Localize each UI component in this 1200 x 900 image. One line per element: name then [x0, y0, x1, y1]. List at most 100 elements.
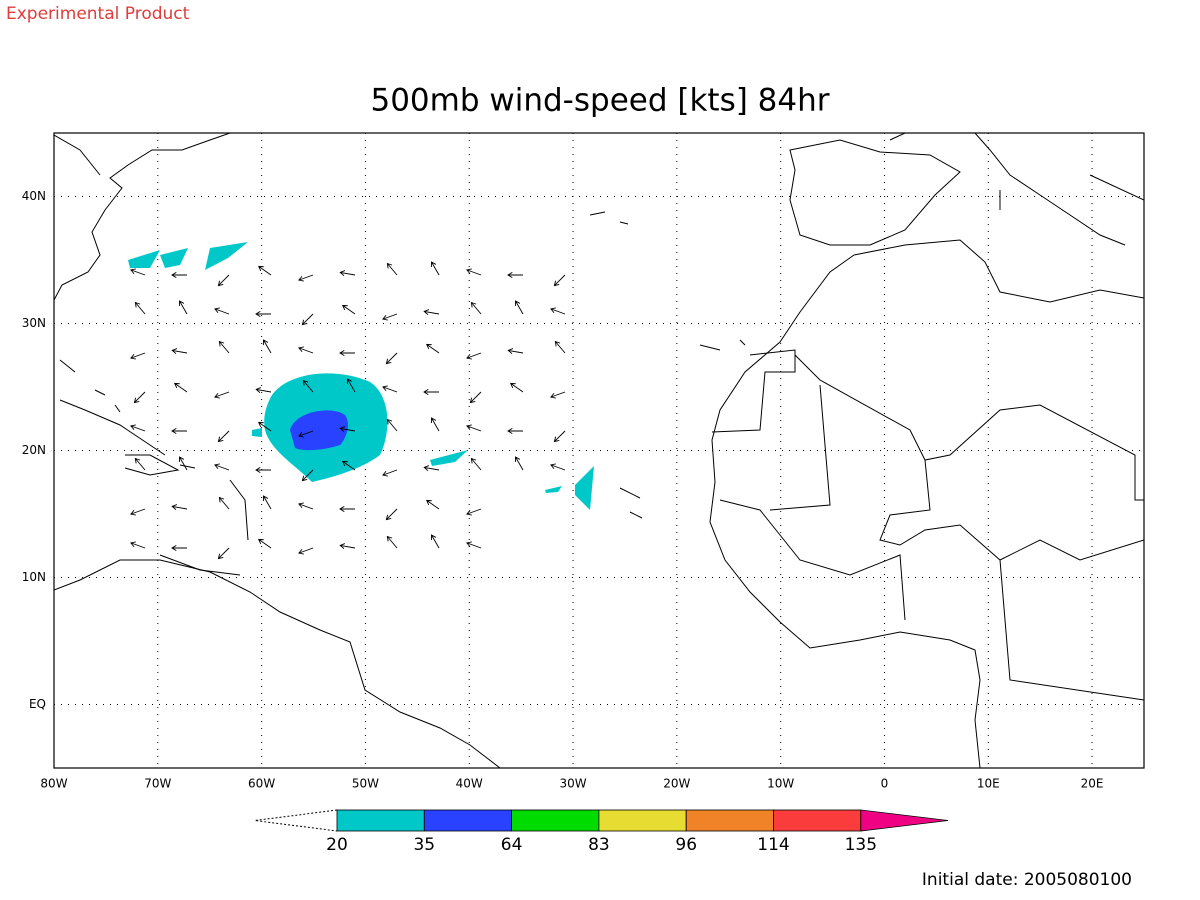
wind-arrow: [262, 495, 272, 510]
colorbar-segment: [336, 809, 425, 832]
coastlines: [54, 133, 1144, 768]
wind-arrow: [430, 534, 440, 549]
lon-tick-label: 50W: [352, 777, 379, 791]
lat-tick-label: 40N: [22, 189, 46, 203]
wind-arrow: [255, 467, 271, 473]
lon-tick-label: 80W: [40, 777, 67, 791]
wind-arrow: [430, 417, 440, 432]
colorbar-label: 64: [501, 835, 523, 855]
lat-tick-label: 30N: [22, 316, 46, 330]
wind-arrow: [553, 274, 566, 287]
wind-arrow: [298, 547, 314, 555]
wind-arrow: [339, 426, 356, 433]
wind-arrow: [298, 346, 314, 354]
colorbar-label: 83: [588, 835, 610, 855]
wind-arrow: [130, 508, 146, 516]
wind-arrow: [346, 378, 356, 393]
wind-arrow: [514, 300, 524, 315]
wind-arrow: [214, 463, 230, 471]
wind-vectors: [130, 261, 566, 560]
lon-tick-label: 0: [881, 777, 889, 791]
wind-arrow: [385, 508, 398, 521]
wind-arrow: [507, 348, 524, 355]
wind-arrow: [218, 496, 230, 510]
graticule: [54, 133, 1144, 768]
wind-arrow: [255, 387, 272, 394]
lon-tick-label: 40W: [456, 777, 483, 791]
axis-labels: 80W 70W 60W 50W 40W 30W 20W 10W 0 10E 20E EQ 10N 20N 3…: [22, 189, 1104, 791]
colorbar-segment: [511, 809, 600, 832]
wind-arrow: [218, 340, 230, 354]
wind-arrow: [257, 421, 272, 432]
wind-arrow: [466, 508, 482, 516]
lon-tick-label: 10W: [767, 777, 794, 791]
shade-20: [128, 242, 248, 270]
wind-arrow: [382, 385, 398, 393]
wind-arrow: [382, 313, 398, 321]
wind-arrow: [130, 268, 146, 276]
lon-tick-label: 70W: [144, 777, 171, 791]
wind-arrow: [133, 391, 146, 404]
lon-tick-label: 20E: [1081, 777, 1104, 791]
wind-arrow: [386, 262, 398, 276]
lat-tick-label: 20N: [22, 443, 46, 457]
wind-arrow: [130, 424, 146, 432]
wind-arrow: [341, 460, 356, 471]
colorbar-label: 135: [845, 835, 877, 855]
wind-arrow: [430, 261, 440, 276]
wind-arrow: [339, 270, 356, 277]
wind-arrow: [257, 265, 272, 276]
wind-arrow: [469, 391, 482, 404]
wind-arrow: [509, 382, 524, 393]
wind-arrow: [470, 301, 482, 315]
wind-arrow: [425, 499, 440, 510]
wind-arrow: [171, 545, 187, 551]
colorbar-over: [860, 809, 949, 832]
colorbar-label: 35: [413, 835, 435, 855]
lon-tick-label: 30W: [559, 777, 586, 791]
wind-arrow: [339, 350, 355, 356]
map-layers: [54, 133, 1144, 768]
wind-shading: [128, 242, 594, 510]
wind-arrow: [298, 502, 314, 510]
wind-arrow: [550, 307, 566, 315]
wind-arrow: [257, 538, 272, 549]
wind-arrow: [178, 300, 188, 315]
shade-35: [290, 410, 348, 451]
wind-arrow: [550, 463, 566, 471]
shade-20: [252, 428, 262, 437]
wind-arrow: [423, 309, 440, 316]
wind-arrow: [341, 304, 356, 315]
wind-arrow: [301, 469, 314, 482]
wind-arrow: [217, 547, 230, 560]
wind-arrow: [507, 428, 523, 434]
map-frame: 80W 70W 60W 50W 40W 30W 20W 10W 0 10E 20E EQ 10N 20N 3…: [22, 132, 1145, 791]
wind-arrow: [423, 465, 440, 472]
wind-arrow: [553, 430, 566, 443]
wind-arrow: [466, 352, 482, 360]
lat-tick-label: EQ: [29, 697, 46, 711]
wind-arrow: [386, 418, 398, 432]
map-border: [53, 132, 1145, 769]
wind-arrow: [130, 352, 146, 360]
colorbar-label: 96: [675, 835, 697, 855]
wind-arrow: [339, 506, 355, 512]
wind-arrow: [171, 348, 188, 355]
wind-arrow: [217, 430, 230, 443]
colorbar-label: 20: [326, 835, 348, 855]
initial-date: Initial date: 2005080100: [922, 870, 1132, 890]
wind-arrow: [130, 541, 146, 549]
wind-arrow: [134, 301, 146, 315]
wind-arrow: [382, 469, 398, 477]
wind-arrow: [173, 382, 188, 393]
wind-arrow: [425, 343, 440, 354]
wind-arrow: [386, 535, 398, 549]
wind-arrow: [301, 313, 314, 326]
colorbar: 20 35 64 83 96 114 135: [254, 809, 949, 855]
lat-tick-label: 10N: [22, 570, 46, 584]
wind-arrow: [385, 352, 398, 365]
wind-arrow: [298, 430, 314, 438]
lon-tick-label: 60W: [248, 777, 275, 791]
wind-arrow: [466, 424, 482, 432]
wind-arrow: [550, 391, 566, 399]
